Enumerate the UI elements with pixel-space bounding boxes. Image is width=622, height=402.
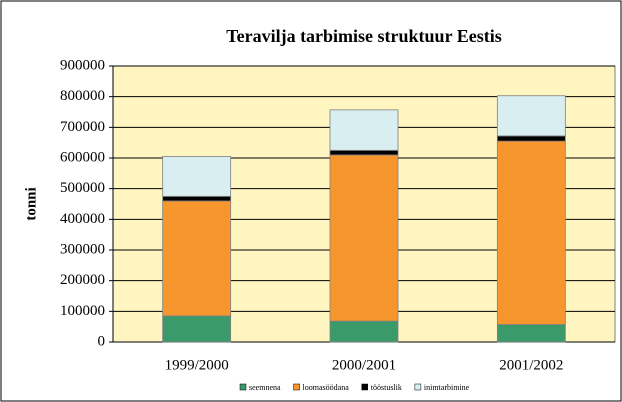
legend-swatch (414, 383, 422, 391)
y-tick-label: 400000 (60, 211, 105, 227)
y-tick-label: 800000 (60, 88, 105, 104)
bar-segment (162, 315, 232, 343)
y-tick-label: 700000 (60, 119, 105, 135)
bar-segment (496, 324, 566, 343)
x-tick-label: 2001/2002 (499, 357, 563, 373)
y-tick-label: 100000 (60, 303, 105, 319)
bar-segment (329, 109, 399, 151)
bar-segment (162, 195, 232, 202)
y-tick-label: 0 (98, 333, 106, 349)
legend-swatch (239, 383, 247, 391)
x-tick-label: 1999/2000 (165, 357, 229, 373)
y-tick-label: 600000 (60, 149, 105, 165)
bar-segment (162, 200, 232, 317)
legend-swatch (293, 383, 300, 391)
legend-label: inimtarbimine (424, 383, 470, 392)
y-tick-label: 300000 (60, 241, 105, 257)
y-axis-label: tonni (23, 187, 39, 220)
bar-segment (329, 154, 399, 322)
bar-segment (329, 149, 399, 156)
x-tick-label: 2000/2001 (332, 357, 396, 373)
legend-label: tööstuslik (371, 383, 402, 392)
chart-title: Teravilja tarbimise struktuur Eestis (226, 26, 502, 46)
legend-label: loomasöödana (303, 383, 350, 392)
bar-segment (329, 320, 399, 343)
legend-label: seemnena (249, 383, 281, 392)
bar-segment (162, 156, 232, 197)
bar-segment (496, 140, 566, 325)
y-tick-label: 200000 (60, 272, 105, 288)
y-tick-label: 500000 (60, 180, 105, 196)
bar-segment (496, 95, 566, 137)
legend-swatch (361, 383, 369, 391)
bar-segment (496, 135, 566, 142)
y-tick-label: 900000 (60, 57, 105, 73)
